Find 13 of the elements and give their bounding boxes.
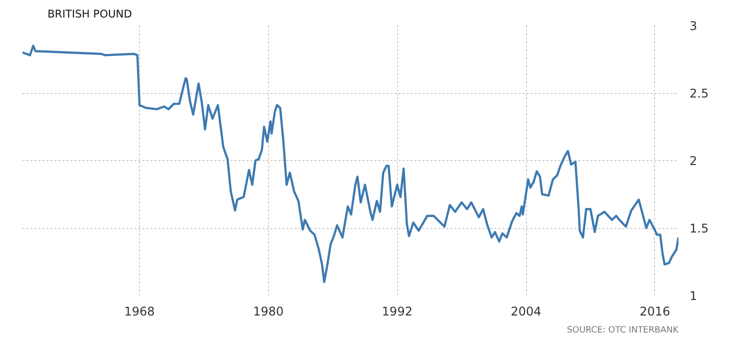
x-tick-label: 1968 [124,304,155,318]
y-tick-label: 2 [690,154,698,168]
line-series [22,44,678,284]
x-tick-label: 1992 [382,304,412,318]
y-tick-label: 2.5 [690,86,709,100]
y-tick-label: 1 [690,289,698,303]
x-tick-label: 1980 [253,304,284,318]
y-tick-label: 1.5 [690,222,709,236]
source-note: SOURCE: OTC INTERBANK [566,326,679,336]
y-tick-label: 3 [690,19,698,33]
x-tick-label: 2016 [640,304,670,318]
chart-title: BRITISH POUND [48,8,132,20]
x-tick-label: 2004 [510,304,542,318]
